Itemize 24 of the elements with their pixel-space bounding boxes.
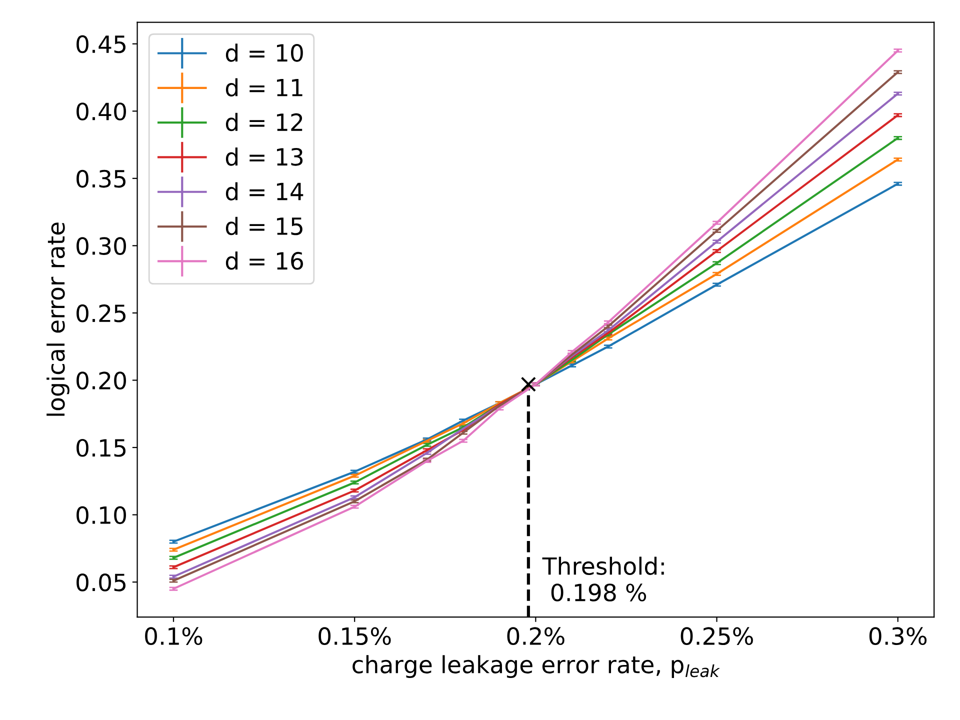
y-tick-label: 0.25 bbox=[76, 304, 126, 322]
legend-label: d = 11 bbox=[226, 78, 302, 97]
y-tick-label: 0.40 bbox=[76, 102, 126, 120]
y-tick-label: 0.10 bbox=[76, 506, 126, 524]
y-tick-label: 0.05 bbox=[76, 574, 126, 592]
y-tick-label: 0.30 bbox=[76, 237, 126, 255]
ref-line-label: Threshold: 0.198 % bbox=[542, 556, 664, 602]
legend-label: d = 14 bbox=[226, 182, 304, 200]
x-tick-label: 0.1% bbox=[145, 627, 202, 646]
y-tick-label: 0.15 bbox=[76, 438, 126, 457]
y-tick-label: 0.45 bbox=[76, 35, 126, 54]
legend-label: d = 16 bbox=[226, 252, 303, 270]
x-tick-label: 0.25% bbox=[680, 627, 753, 646]
x-axis-title: charge leakage error rate, p$_{leak}$ bbox=[352, 655, 720, 678]
legend-label: d = 13 bbox=[226, 148, 303, 166]
y-axis-title: logical error rate bbox=[46, 222, 70, 416]
x-tick-label: 0.3% bbox=[869, 627, 927, 646]
legend-label: d = 15 bbox=[226, 216, 302, 236]
x-tick-label: 0.15% bbox=[318, 627, 391, 646]
y-tick-label: 0.20 bbox=[76, 372, 126, 390]
legend-label: d = 10 bbox=[226, 44, 303, 62]
legend-label: d = 12 bbox=[226, 112, 302, 132]
y-tick-label: 0.35 bbox=[76, 170, 126, 188]
x-tick-label: 0.2% bbox=[507, 627, 564, 646]
